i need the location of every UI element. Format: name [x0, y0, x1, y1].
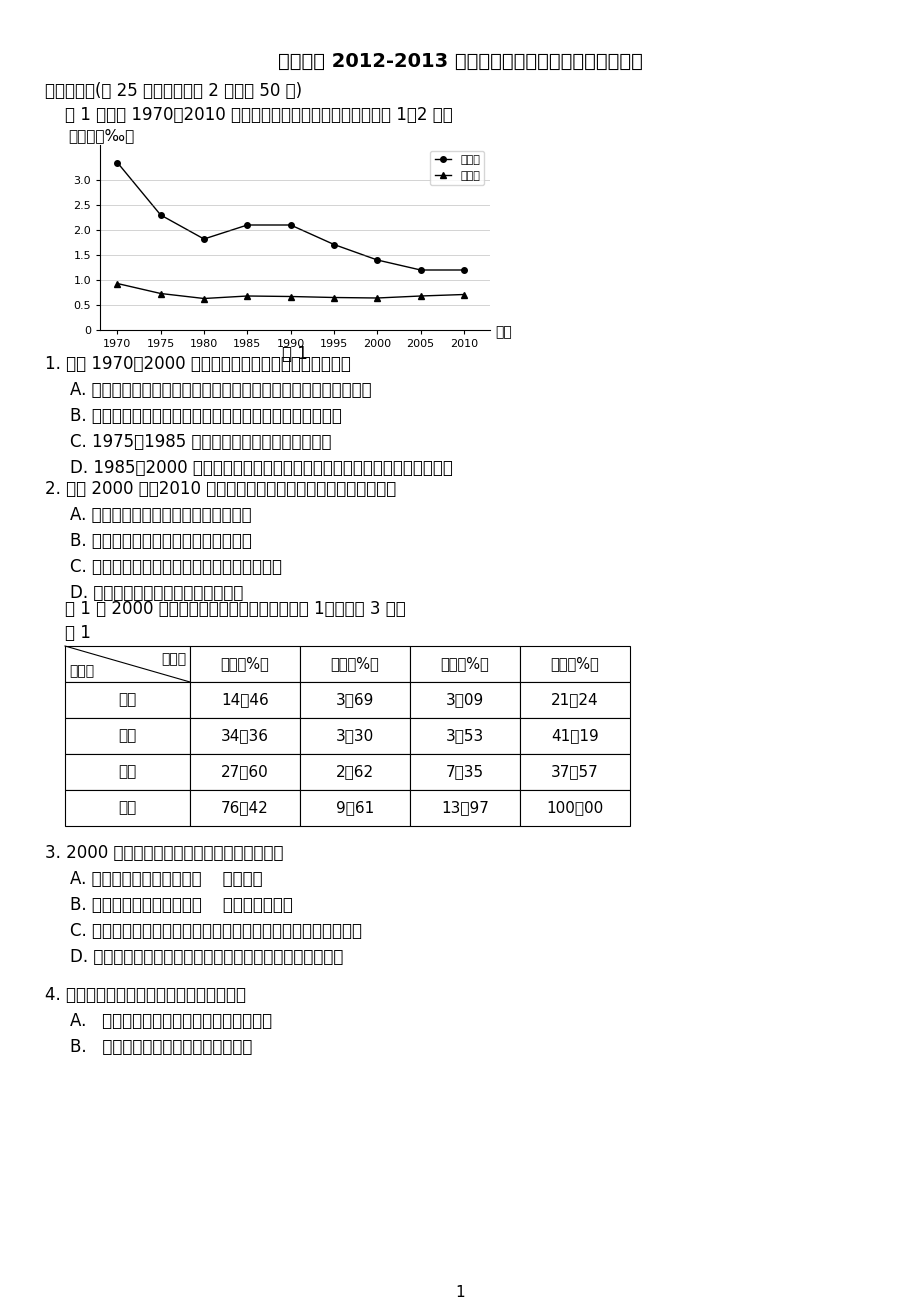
死亡率 [371, 290, 382, 306]
Bar [65, 754, 190, 790]
Text: 3．53: 3．53 [446, 729, 483, 743]
Text: 13．97: 13．97 [440, 801, 488, 815]
死亡率 [242, 288, 253, 303]
Text: 西部（%）: 西部（%） [440, 656, 489, 672]
Text: A.   中国农村人口迁往城市－社会文化因素: A. 中国农村人口迁往城市－社会文化因素 [70, 1012, 272, 1030]
Bar [410, 682, 519, 717]
Text: 7．35: 7．35 [446, 764, 483, 780]
出生率 [242, 217, 253, 233]
Text: 27．60: 27．60 [221, 764, 268, 780]
Text: B. 中部是人口的最大迁入区    矿产资源的开发: B. 中部是人口的最大迁入区 矿产资源的开发 [70, 896, 292, 914]
出生率 [112, 155, 123, 171]
Text: B. 人口增长模式完成了高高低特征向三低特征的过渡和转变: B. 人口增长模式完成了高高低特征向三低特征的过渡和转变 [70, 408, 342, 424]
Text: 14．46: 14．46 [221, 693, 268, 707]
Text: 中部: 中部 [119, 729, 137, 743]
Text: C. 1975－1985 年期间，我国人口数量先增后降: C. 1975－1985 年期间，我国人口数量先增后降 [70, 434, 331, 450]
Text: 21．24: 21．24 [550, 693, 598, 707]
Text: C. 人口迁移量最大的方向是由中部迁往东部经济发展水平的差异: C. 人口迁移量最大的方向是由中部迁往东部经济发展水平的差异 [70, 922, 361, 940]
Bar [519, 682, 630, 717]
Bar [300, 754, 410, 790]
Text: 一、单选题(共 25 道小题，每题 2 分，共 50 分): 一、单选题(共 25 道小题，每题 2 分，共 50 分) [45, 82, 301, 100]
Text: D. 1985－2000 年人口变化显示了我国在控制人口增长方面取得了较大成就: D. 1985－2000 年人口变化显示了我国在控制人口增长方面取得了较大成就 [70, 460, 452, 477]
Line: 死亡率: 死亡率 [115, 281, 466, 301]
Bar [190, 682, 300, 717]
Text: 2．62: 2．62 [335, 764, 374, 780]
Bar [190, 646, 300, 682]
Bar [519, 646, 630, 682]
Text: 表 1: 表 1 [65, 624, 91, 642]
Text: 百分比（‰）: 百分比（‰） [68, 128, 134, 143]
Text: 合计（%）: 合计（%） [550, 656, 598, 672]
Text: 41．19: 41．19 [550, 729, 598, 743]
出生率 [155, 207, 166, 223]
Text: 双语中学 2012-2013 学年高一下学期第二次月考地理试题: 双语中学 2012-2013 学年高一下学期第二次月考地理试题 [278, 52, 641, 72]
Bar [190, 754, 300, 790]
出生率 [458, 262, 469, 277]
Bar [65, 790, 190, 825]
死亡率 [199, 290, 210, 306]
Text: B.   图瓦卢举国搬迁新西兰－生态因素: B. 图瓦卢举国搬迁新西兰－生态因素 [70, 1038, 252, 1056]
Text: 76．42: 76．42 [221, 801, 268, 815]
Text: 37．57: 37．57 [550, 764, 598, 780]
Text: 东部: 东部 [119, 693, 137, 707]
Text: 图 1: 图 1 [282, 345, 308, 363]
Text: 3. 2000 年中国人口迁移流向及主要影响因素是: 3. 2000 年中国人口迁移流向及主要影响因素是 [45, 844, 283, 862]
Text: 东部（%）: 东部（%） [221, 656, 269, 672]
Bar [65, 646, 190, 682]
Bar [519, 790, 630, 825]
Text: A. 东部是人口的最大迁出区    人多地少: A. 东部是人口的最大迁出区 人多地少 [70, 870, 262, 888]
Bar [410, 754, 519, 790]
Text: 迁入地: 迁入地 [161, 652, 186, 667]
Text: 西部: 西部 [119, 764, 137, 780]
Text: 100．00: 100．00 [546, 801, 603, 815]
Text: 3．30: 3．30 [335, 729, 374, 743]
Text: 中部（%）: 中部（%） [330, 656, 379, 672]
Text: 迁出地: 迁出地 [69, 664, 94, 678]
Bar [519, 717, 630, 754]
Bar [300, 682, 410, 717]
Text: 9．61: 9．61 [335, 801, 374, 815]
Bar [65, 717, 190, 754]
死亡率 [155, 285, 166, 301]
Bar [65, 682, 190, 717]
Bar [190, 790, 300, 825]
Text: A. 出生率基本保持不变，死亡率不断下降，自然增长率也不断下降: A. 出生率基本保持不变，死亡率不断下降，自然增长率也不断下降 [70, 381, 371, 398]
Bar [300, 646, 410, 682]
Text: 1. 关于 1970－2000 年间人口变化的相关叙述，正确的是: 1. 关于 1970－2000 年间人口变化的相关叙述，正确的是 [45, 355, 350, 372]
Text: 3．69: 3．69 [335, 693, 374, 707]
出生率 [328, 237, 339, 253]
出生率 [199, 232, 210, 247]
Text: B. 面临着人口增长速度过快带来的问题: B. 面临着人口增长速度过快带来的问题 [70, 533, 252, 549]
死亡率 [458, 286, 469, 302]
Text: D. 人口变化特点与人口迁移密切相关: D. 人口变化特点与人口迁移密切相关 [70, 585, 244, 602]
死亡率 [285, 289, 296, 305]
Bar [410, 790, 519, 825]
出生率 [414, 262, 425, 277]
Text: A. 人口数量的增长与环境、资源相适应: A. 人口数量的增长与环境、资源相适应 [70, 506, 252, 523]
Text: 表 1 为 2000 年中国人口迁移流向统计表。读表 1，回答第 3 题。: 表 1 为 2000 年中国人口迁移流向统计表。读表 1，回答第 3 题。 [65, 600, 405, 618]
Text: 3．09: 3．09 [446, 693, 483, 707]
Text: 1: 1 [455, 1285, 464, 1299]
Bar [519, 754, 630, 790]
死亡率 [112, 276, 123, 292]
Text: 图 1 为我国 1970－2010 年人口出生率和死亡率统计图。回答 1、2 题。: 图 1 为我国 1970－2010 年人口出生率和死亡率统计图。回答 1、2 题… [65, 105, 452, 124]
出生率 [371, 253, 382, 268]
Text: 年份: 年份 [494, 326, 511, 339]
死亡率 [414, 288, 425, 303]
Bar [190, 717, 300, 754]
Text: 合计: 合计 [119, 801, 137, 815]
Text: D. 人口迁移量最大的方向是由西部迁往东部自然条件的差异: D. 人口迁移量最大的方向是由西部迁往东部自然条件的差异 [70, 948, 343, 966]
出生率 [285, 217, 296, 233]
死亡率 [328, 289, 339, 305]
Text: 34．36: 34．36 [221, 729, 268, 743]
Text: 2. 根据 2000 年－2010 年间人口变化特点，判断下列叙述正确的是: 2. 根据 2000 年－2010 年间人口变化特点，判断下列叙述正确的是 [45, 480, 396, 497]
Bar [410, 646, 519, 682]
Text: 4. 人口迁移与其主要影响因素组合正确的是: 4. 人口迁移与其主要影响因素组合正确的是 [45, 986, 245, 1004]
Bar [410, 717, 519, 754]
Line: 出生率: 出生率 [115, 160, 466, 273]
Text: C. 应建立科学合理的养老制度和社会福利制度: C. 应建立科学合理的养老制度和社会福利制度 [70, 559, 282, 575]
Bar [300, 790, 410, 825]
Legend: 出生率, 死亡率: 出生率, 死亡率 [430, 151, 484, 185]
Bar [300, 717, 410, 754]
